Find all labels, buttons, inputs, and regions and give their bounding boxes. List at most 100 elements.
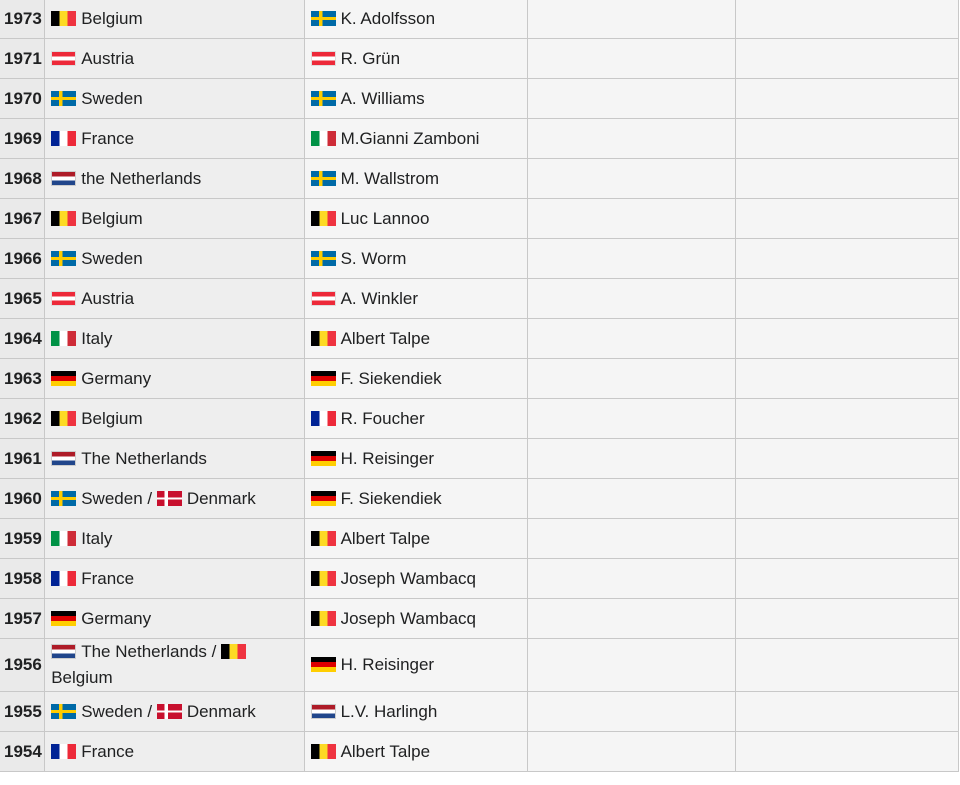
country-link[interactable]: Denmark [186,488,256,508]
empty-cell [526,318,736,359]
flag-be-icon [310,570,336,586]
flag-it-icon [51,330,77,346]
empty-cell [734,358,960,399]
winner-cell: Joseph Wambacq [303,598,528,639]
empty-cell [526,731,736,772]
empty-cell [526,558,736,599]
flag-se-icon [51,490,77,506]
country-link[interactable]: Sweden [81,248,143,268]
winner-cell: F. Siekendiek [303,478,528,519]
country-link[interactable]: Belgium [81,8,143,28]
country-link[interactable]: The Netherlands [81,448,207,468]
empty-cell [734,0,960,39]
year-cell: 1961 [0,438,46,479]
flag-be-icon [310,610,336,626]
empty-cell [526,691,736,732]
winner-name: R. Foucher [340,408,425,428]
empty-cell [734,318,960,359]
empty-cell [526,478,736,519]
table-row: 1959 Italy Albert Talpe [0,518,960,559]
flag-se-icon [310,90,336,106]
empty-cell [526,278,736,319]
host-country-cell: Sweden / Denmark [44,478,305,519]
host-country-cell: The Netherlands [44,438,305,479]
country-link[interactable]: Sweden [81,701,143,721]
empty-cell [526,358,736,399]
year-cell: 1971 [0,38,46,79]
host-country-cell: Italy [44,318,305,359]
flag-de-icon [310,450,336,466]
flag-de-icon [310,657,336,672]
flag-at-icon [51,290,77,306]
empty-cell [734,158,960,199]
winner-name: K. Adolfsson [340,8,436,28]
table-row: 1971 Austria R. Grün [0,38,960,79]
empty-cell [734,198,960,239]
year-cell: 1960 [0,478,46,519]
country-link[interactable]: Denmark [186,701,256,721]
winner-name: F. Siekendiek [340,368,442,388]
flag-nl-icon [51,170,77,186]
country-link[interactable]: France [81,568,135,588]
country-link[interactable]: France [81,128,135,148]
separator: / [142,488,157,508]
table-row: 1970 Sweden A. Williams [0,78,960,119]
country-link[interactable]: Austria [81,48,135,68]
host-country-cell: the Netherlands [44,158,305,199]
winner-cell: S. Worm [303,238,528,279]
empty-cell [734,398,960,439]
year-cell: 1963 [0,358,46,399]
flag-de-icon [51,610,77,626]
country-link[interactable]: Belgium [81,408,143,428]
winner-name: Luc Lannoo [340,208,430,228]
table-row: 1962 Belgium R. Foucher [0,398,960,439]
country-link[interactable]: The Netherlands [81,642,207,661]
winner-cell: H. Reisinger [303,638,528,692]
winner-cell: K. Adolfsson [303,0,528,39]
year-cell: 1957 [0,598,46,639]
country-link[interactable]: Germany [81,368,152,388]
table-row: 1967 Belgium Luc Lannoo [0,198,960,239]
winner-name: R. Grün [340,48,401,68]
empty-cell [526,118,736,159]
country-link[interactable]: France [81,741,135,761]
host-country-cell: France [44,558,305,599]
country-link[interactable]: Sweden [81,88,143,108]
country-link[interactable]: Belgium [81,208,143,228]
winner-cell: R. Foucher [303,398,528,439]
winner-name: L.V. Harlingh [340,701,438,721]
flag-de-icon [51,370,77,386]
country-link[interactable]: Italy [81,528,113,548]
table-row: 1957 Germany Joseph Wambacq [0,598,960,639]
table-row: 1958 France Joseph Wambacq [0,558,960,599]
table-row: 1969 France M.Gianni Zamboni [0,118,960,159]
country-link[interactable]: Italy [81,328,113,348]
year-cell: 1973 [0,0,46,39]
host-country-cell: Sweden / Denmark [44,691,305,732]
empty-cell [734,598,960,639]
winner-cell: Albert Talpe [303,318,528,359]
empty-cell [526,158,736,199]
flag-fr-icon [51,570,77,586]
host-country-cell: Sweden [44,78,305,119]
empty-cell [734,78,960,119]
flag-it-icon [310,130,336,146]
flag-se-icon [310,250,336,266]
winner-cell: H. Reisinger [303,438,528,479]
table-row: 1955 Sweden / Denmark L.V. Harlingh [0,691,960,732]
table-row: 1961 The Netherlands H. Reisinger [0,438,960,479]
empty-cell [526,198,736,239]
country-link[interactable]: Belgium [51,668,113,687]
flag-at-icon [51,50,77,66]
country-link[interactable]: Germany [81,608,152,628]
country-link[interactable]: the Netherlands [81,168,202,188]
country-link[interactable]: Sweden [81,488,143,508]
winner-cell: M.Gianni Zamboni [303,118,528,159]
flag-de-icon [310,370,336,386]
empty-cell [734,731,960,772]
flag-it-icon [51,530,77,546]
winner-cell: A. Winkler [303,278,528,319]
country-link[interactable]: Austria [81,288,135,308]
winner-cell: Albert Talpe [303,731,528,772]
